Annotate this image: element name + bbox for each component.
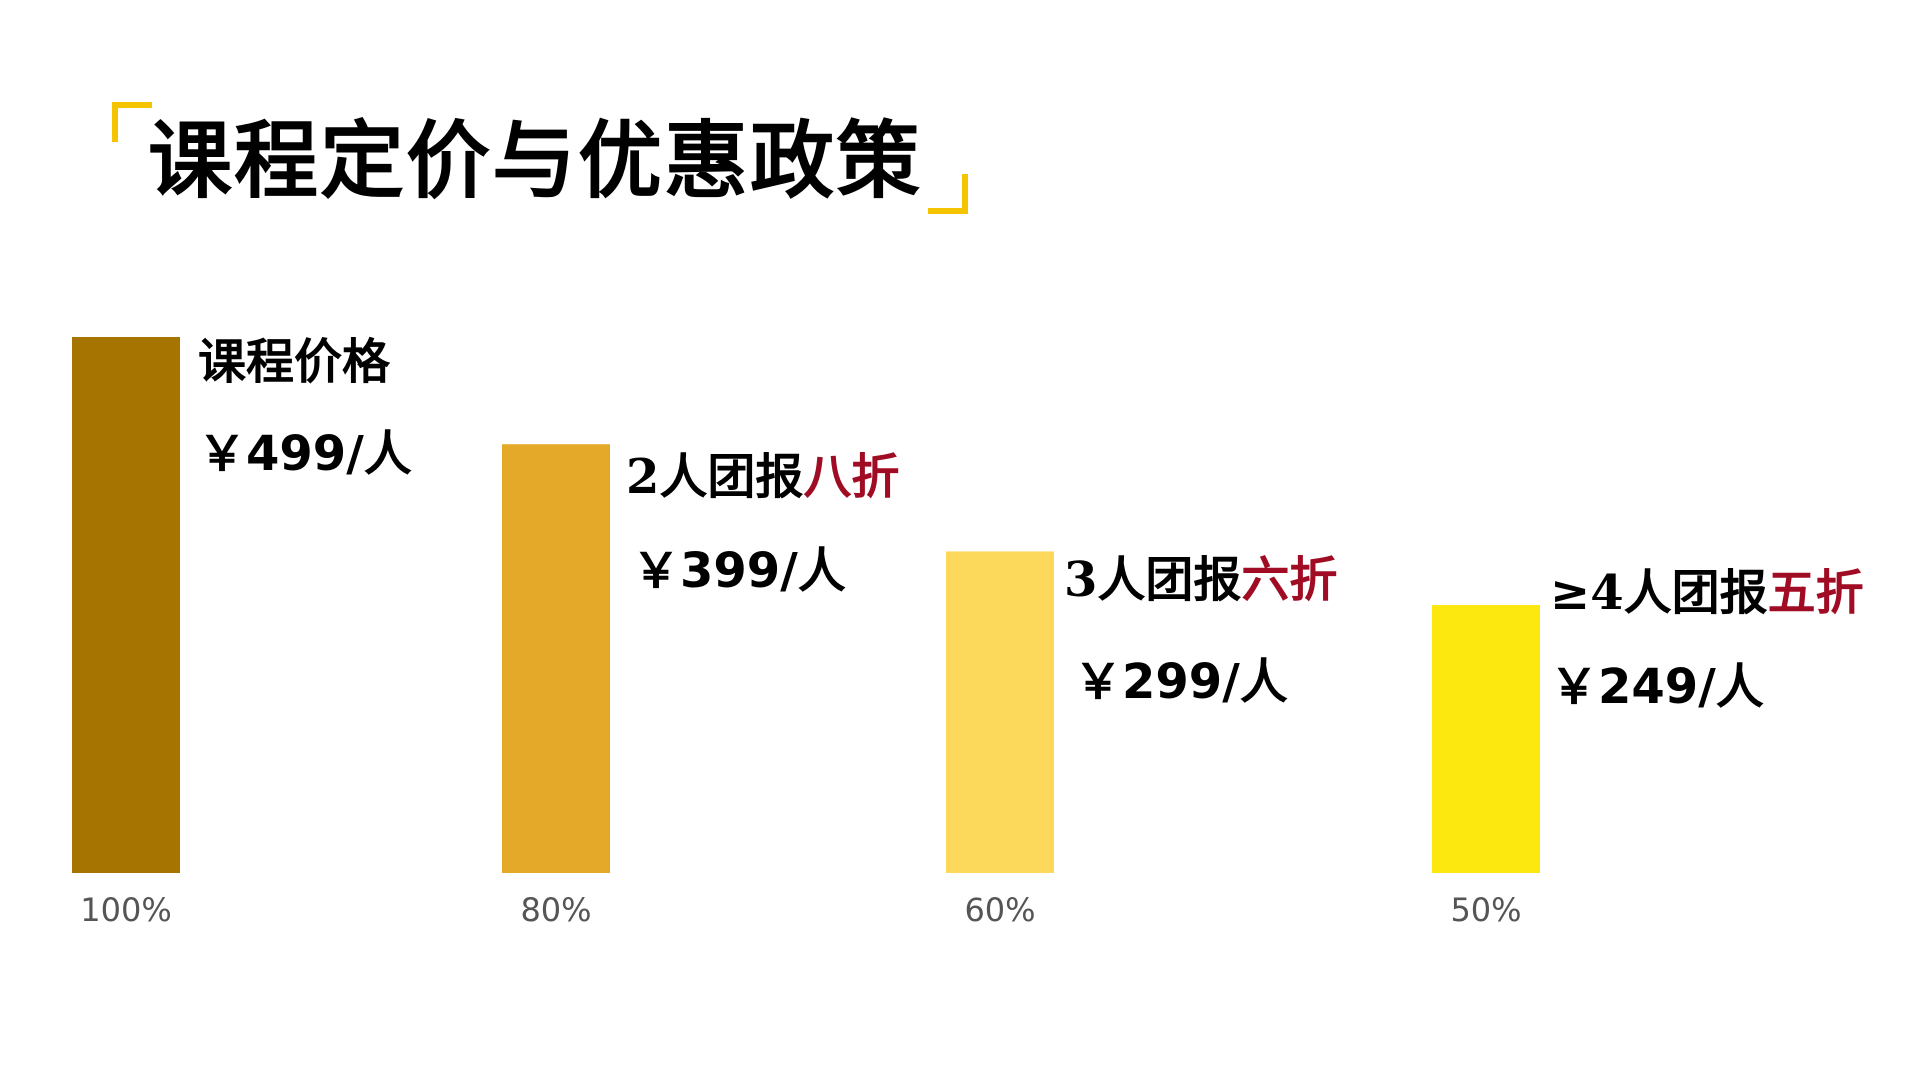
bars xyxy=(72,337,1540,873)
bar-label-3: 3人团报六折 xyxy=(1064,552,1337,608)
bar-label-1: 课程价格 xyxy=(198,334,391,390)
bracket-bottom-right xyxy=(928,174,968,214)
offer-name: 课程价格 xyxy=(198,334,391,390)
tick-label-3: 60% xyxy=(964,891,1035,929)
tick-label-2: 80% xyxy=(520,891,591,929)
title-block: 课程定价与优惠政策 xyxy=(112,102,968,214)
page-title: 课程定价与优惠政策 xyxy=(148,112,923,210)
price-label-1: ￥499/人 xyxy=(198,426,412,482)
bar-label-2: 2人团报八折 xyxy=(626,449,899,505)
bar-2 xyxy=(502,444,610,873)
tick-label-4: 50% xyxy=(1450,891,1521,929)
offer-name: ≥4人团报 xyxy=(1550,565,1768,621)
bar-annotations: 课程价格 ￥499/人 2人团报八折 ￥399/人 3人团报六折 ￥299/人 ≥4人团报五… xyxy=(198,334,1864,715)
tick-label-1: 100% xyxy=(80,891,171,929)
offer-name: 2人团报 xyxy=(626,449,803,505)
tick-labels: 100% 80% 60% 50% xyxy=(80,891,1521,929)
bar-1 xyxy=(72,337,180,873)
bracket-top-left xyxy=(112,102,152,142)
bar-3 xyxy=(946,551,1054,873)
price-label-4: ￥249/人 xyxy=(1550,659,1764,715)
price-label-2: ￥399/人 xyxy=(632,543,846,599)
discount-label: 八折 xyxy=(803,449,899,505)
discount-label: 五折 xyxy=(1768,565,1864,621)
bar-4 xyxy=(1432,605,1540,873)
discount-label: 六折 xyxy=(1241,552,1337,608)
price-label-3: ￥299/人 xyxy=(1074,654,1288,710)
offer-name: 3人团报 xyxy=(1064,552,1241,608)
bar-label-4: ≥4人团报五折 xyxy=(1550,565,1864,621)
